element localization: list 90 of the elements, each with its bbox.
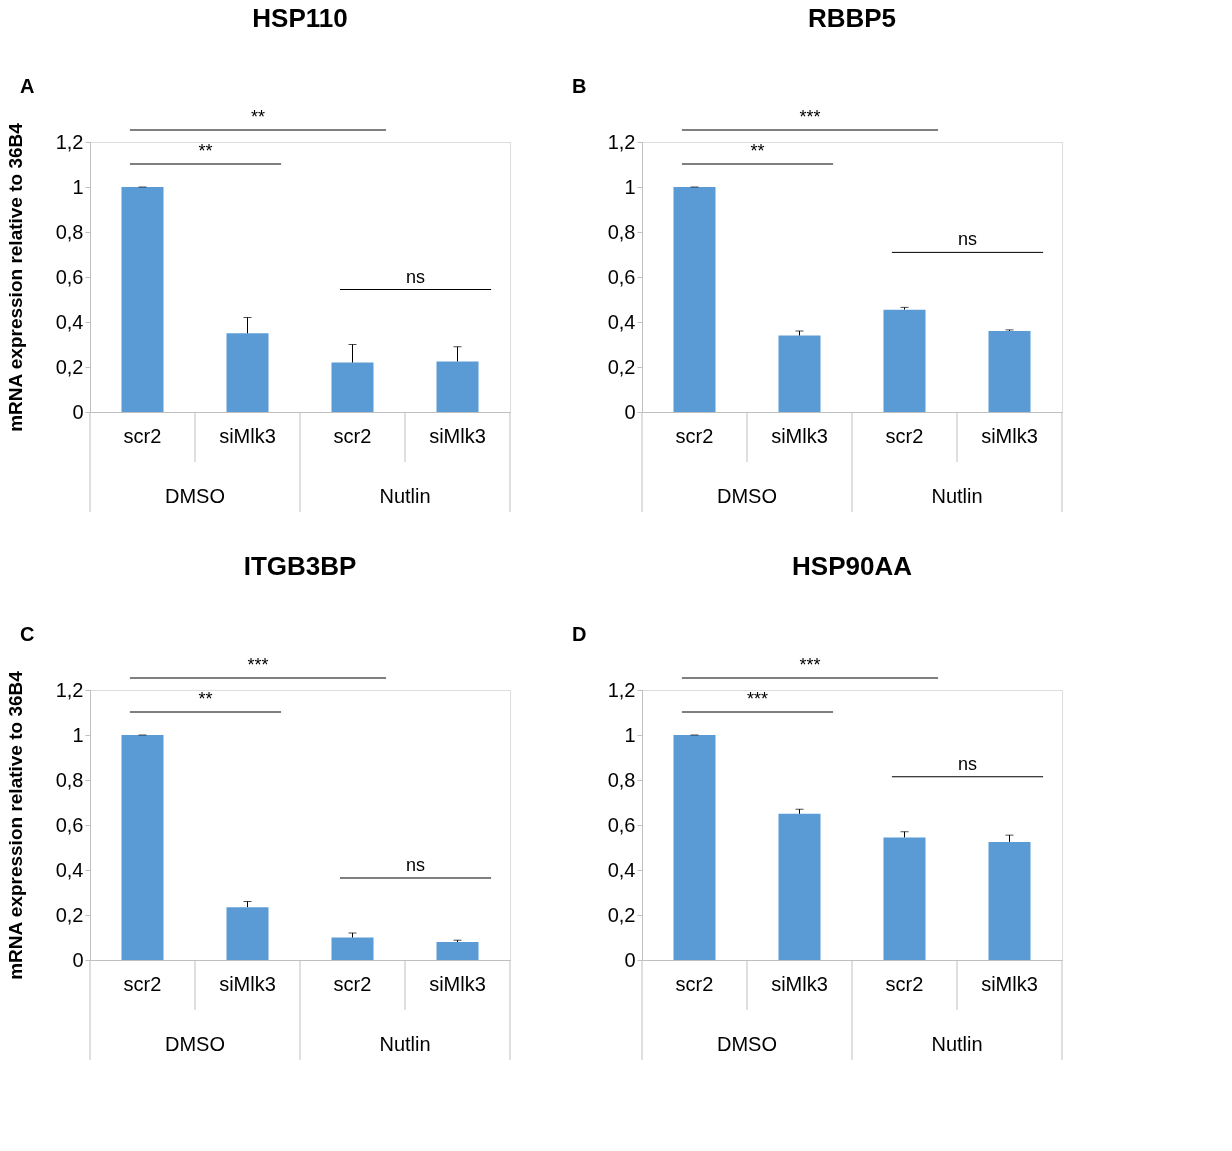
annotation: ns — [957, 229, 978, 250]
y-tick-label: 0,6 — [55, 813, 84, 836]
bar — [778, 813, 821, 960]
x-tick-label: scr2 — [333, 424, 372, 447]
y-tick-label: 0,6 — [55, 265, 84, 288]
text: ** — [250, 107, 266, 127]
text: *** — [247, 655, 269, 675]
y-axis-title: mRNA expression relative to 36B4 — [4, 670, 26, 980]
bar — [883, 309, 926, 412]
y-tick-label: 0,4 — [607, 310, 636, 333]
chart-title: HSP110 — [252, 3, 348, 33]
text: Nutlin — [379, 1033, 431, 1055]
y-tick-label: 0,8 — [55, 768, 84, 791]
y-tick-label: 0,6 — [607, 265, 636, 288]
x-tick-label: scr2 — [675, 972, 714, 995]
x-tick-label: siMlk3 — [981, 424, 1038, 447]
bar — [436, 361, 479, 412]
x-tick-label: scr2 — [333, 972, 372, 995]
text: Nutlin — [931, 485, 983, 507]
bar — [673, 735, 716, 960]
x-tick-label: siMlk3 — [219, 972, 276, 995]
x-tick-label: siMlk3 — [429, 424, 486, 447]
y-tick-label: 0,8 — [607, 768, 636, 791]
y-tick-label: 1,2 — [607, 130, 636, 153]
annotation: ** — [750, 141, 765, 161]
y-tick-label: 0,4 — [55, 858, 84, 881]
y-tick-label: 1,2 — [55, 678, 84, 701]
chart-title: HSP90AA — [792, 551, 913, 581]
x-tick-label: siMlk3 — [219, 424, 276, 447]
bar — [988, 841, 1031, 960]
annotation: *** — [746, 689, 769, 709]
x-tick-label: scr2 — [885, 424, 924, 447]
chart-title: RBBP5 — [807, 3, 897, 33]
y-axis-title: mRNA expression relative to 36B4 — [4, 122, 26, 432]
bar — [331, 362, 374, 412]
text: Nutlin — [379, 485, 431, 507]
y-tick-label: 0 — [72, 400, 84, 423]
text: DMSO — [165, 485, 225, 507]
y-tick-label: 0 — [624, 400, 636, 423]
y-tick-label: 0 — [624, 948, 636, 971]
text: DMSO — [717, 1033, 777, 1055]
y-tick-label: 1,2 — [607, 678, 636, 701]
x-tick-label: scr2 — [123, 972, 162, 995]
bar — [883, 837, 926, 960]
annotation: ns — [957, 753, 978, 774]
y-tick-label: 0 — [72, 948, 84, 971]
y-tick-label: 1 — [624, 723, 636, 746]
text: A — [20, 75, 35, 97]
bar — [673, 187, 716, 412]
x-tick-label: siMlk3 — [429, 972, 486, 995]
x-tick-label: scr2 — [675, 424, 714, 447]
text: B — [572, 75, 587, 97]
y-tick-label: 1 — [72, 723, 84, 746]
annotation: ns — [405, 266, 426, 287]
y-tick-label: 0,2 — [607, 355, 636, 378]
bar — [331, 937, 374, 960]
x-tick-label: scr2 — [885, 972, 924, 995]
bar — [988, 331, 1031, 412]
text: DMSO — [165, 1033, 225, 1055]
chart-title: ITGB3BP — [243, 551, 357, 581]
bar — [436, 942, 479, 960]
bar — [121, 735, 164, 960]
y-tick-label: 1,2 — [55, 130, 84, 153]
y-tick-label: 1 — [72, 175, 84, 198]
bar — [226, 333, 269, 412]
y-tick-label: 0,8 — [607, 220, 636, 243]
annotation: ** — [198, 141, 213, 161]
y-tick-label: 0,4 — [55, 310, 84, 333]
text: D — [572, 623, 587, 645]
y-tick-label: 0,2 — [55, 903, 84, 926]
y-tick-label: 1 — [624, 175, 636, 198]
text: Nutlin — [931, 1033, 983, 1055]
x-tick-label: siMlk3 — [981, 972, 1038, 995]
bar — [778, 335, 821, 412]
y-tick-label: 0,6 — [607, 813, 636, 836]
x-tick-label: scr2 — [123, 424, 162, 447]
bar — [226, 907, 269, 960]
x-tick-label: siMlk3 — [771, 424, 828, 447]
text: DMSO — [717, 485, 777, 507]
y-tick-label: 0,2 — [607, 903, 636, 926]
y-tick-label: 0,2 — [55, 355, 84, 378]
text: *** — [799, 107, 821, 127]
text: *** — [799, 655, 821, 675]
x-tick-label: siMlk3 — [771, 972, 828, 995]
bar — [121, 187, 164, 412]
y-tick-label: 0,4 — [607, 858, 636, 881]
annotation: ** — [198, 689, 213, 709]
y-tick-label: 0,8 — [55, 220, 84, 243]
text: C — [20, 623, 35, 645]
annotation: ns — [405, 855, 426, 875]
